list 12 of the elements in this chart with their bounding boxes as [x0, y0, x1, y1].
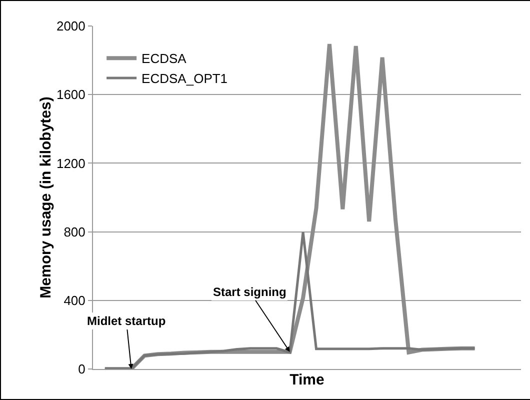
y-tick-label: 2000 — [56, 18, 86, 34]
y-axis-title: Memory usage (in kilobytes) — [37, 96, 54, 298]
legend-label: ECDSA_OPT1 — [142, 71, 228, 86]
annotation: Midlet startup — [87, 314, 166, 328]
y-tick-label: 1600 — [56, 87, 86, 102]
y-tick-label: 400 — [64, 292, 86, 308]
y-tick-label: 800 — [64, 224, 86, 240]
legend-label: ECDSA — [142, 51, 187, 66]
annotation: Start signing — [213, 285, 286, 299]
x-axis-title: Time — [290, 372, 324, 389]
y-tick-label: 1200 — [56, 156, 86, 171]
y-tick-label: 0 — [78, 362, 86, 377]
